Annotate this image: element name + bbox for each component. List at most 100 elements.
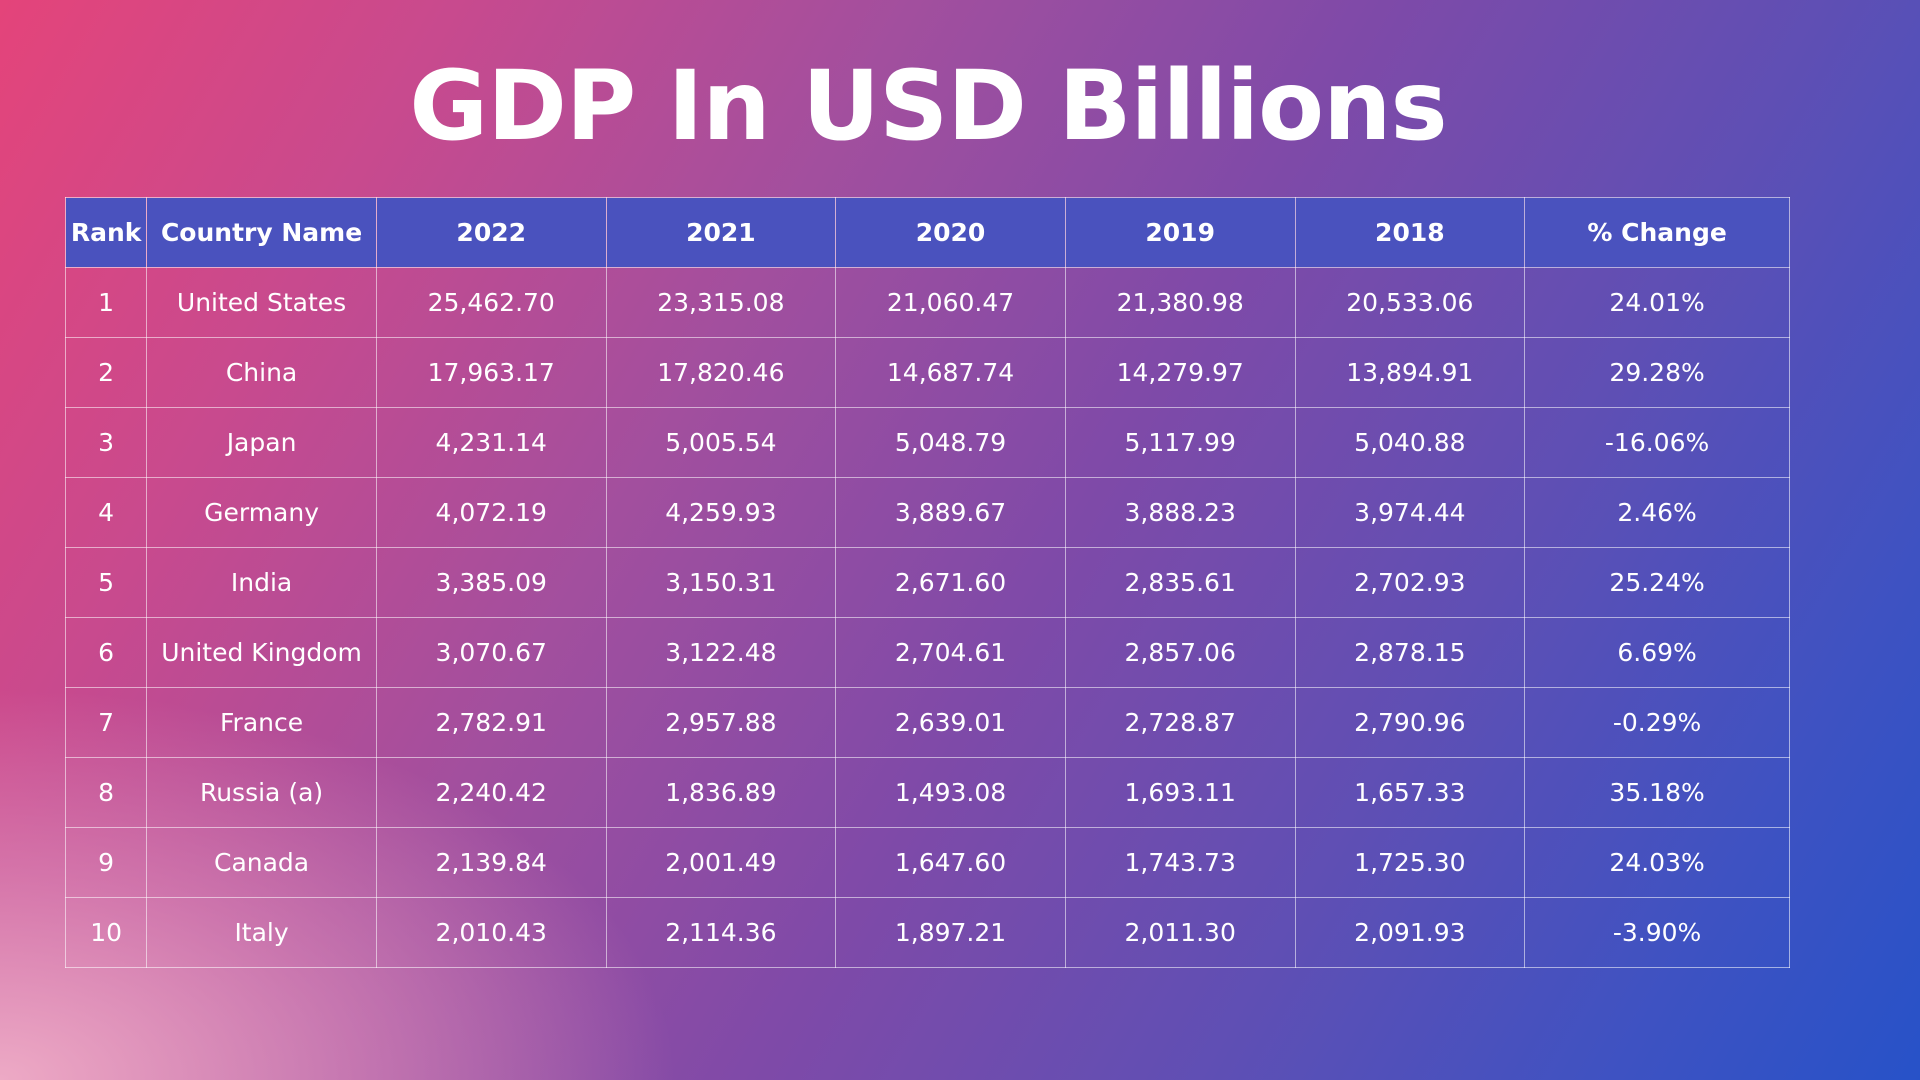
- header-row: Rank Country Name 2022 2021 2020 2019 2018% Ch…: [64, 197, 1790, 268]
- cell-year-2018: 20,533.06: [1294, 267, 1526, 338]
- cell-year-2021: 2,957.88: [605, 687, 837, 758]
- cell-year-2021: 5,005.54: [605, 407, 837, 478]
- cell-country-name: India: [146, 547, 377, 618]
- cell-country-name: United States: [146, 267, 377, 338]
- cell-year-2019: 3,888.23: [1064, 477, 1296, 548]
- table-row: 9 Canada 2,139.84 2,001.49 1,647.60 1,743.73 1…: [64, 827, 1790, 898]
- cell-percent-change: 24.03%: [1524, 827, 1790, 898]
- cell-year-2022: 17,963.17: [375, 337, 607, 408]
- cell-year-2022: 3,385.09: [375, 547, 607, 618]
- table-row: 6 United Kingdom 3,070.67 3,122.48 2,704.61 2…: [64, 617, 1790, 688]
- cell-year-2022: 25,462.70: [375, 267, 607, 338]
- cell-rank: 9: [64, 827, 148, 898]
- cell-year-2021: 3,122.48: [605, 617, 837, 688]
- column-header-year-2018: 2018: [1294, 197, 1526, 268]
- cell-year-2021: 17,820.46: [605, 337, 837, 408]
- cell-year-2021: 23,315.08: [605, 267, 837, 338]
- cell-rank: 2: [64, 337, 148, 408]
- cell-rank: 1: [64, 267, 148, 338]
- table-row: 7 France 2,782.91 2,957.88 2,639.01 2,728.87 2…: [64, 687, 1790, 758]
- cell-percent-change: 29.28%: [1524, 337, 1790, 408]
- cell-percent-change: -0.29%: [1524, 687, 1790, 758]
- cell-year-2020: 21,060.47: [835, 267, 1066, 338]
- cell-year-2020: 2,671.60: [835, 547, 1066, 618]
- cell-country-name: Germany: [146, 477, 377, 548]
- cell-percent-change: 24.01%: [1524, 267, 1790, 338]
- cell-year-2021: 2,001.49: [605, 827, 837, 898]
- cell-country-name: Italy: [146, 897, 377, 968]
- cell-country-name: Japan: [146, 407, 377, 478]
- cell-year-2022: 4,231.14: [375, 407, 607, 478]
- cell-year-2022: 2,240.42: [375, 757, 607, 828]
- cell-year-2018: 13,894.91: [1294, 337, 1526, 408]
- cell-year-2019: 1,693.11: [1064, 757, 1296, 828]
- cell-percent-change: 2.46%: [1524, 477, 1790, 548]
- cell-year-2019: 2,728.87: [1064, 687, 1296, 758]
- cell-rank: 6: [64, 617, 148, 688]
- cell-year-2018: 2,702.93: [1294, 547, 1526, 618]
- cell-year-2021: 3,150.31: [605, 547, 837, 618]
- chart-title: GDP In USD Billions: [409, 50, 1447, 162]
- cell-year-2020: 14,687.74: [835, 337, 1066, 408]
- cell-country-name: United Kingdom: [146, 617, 377, 688]
- table-row: 1 United States 25,462.70 23,315.08 21,060.4…: [64, 267, 1790, 338]
- cell-year-2018: 5,040.88: [1294, 407, 1526, 478]
- cell-country-name: France: [146, 687, 377, 758]
- cell-year-2019: 14,279.97: [1064, 337, 1296, 408]
- cell-year-2020: 1,493.08: [835, 757, 1066, 828]
- cell-year-2022: 2,010.43: [375, 897, 607, 968]
- cell-year-2021: 1,836.89: [605, 757, 837, 828]
- cell-rank: 4: [64, 477, 148, 548]
- cell-year-2018: 1,725.30: [1294, 827, 1526, 898]
- cell-year-2020: 3,889.67: [835, 477, 1066, 548]
- table-row: 3 Japan 4,231.14 5,005.54 5,048.79 5,117.99 5,…: [64, 407, 1790, 478]
- cell-year-2020: 2,639.01: [835, 687, 1066, 758]
- cell-year-2022: 2,139.84: [375, 827, 607, 898]
- cell-percent-change: 6.69%: [1524, 617, 1790, 688]
- cell-year-2018: 3,974.44: [1294, 477, 1526, 548]
- cell-year-2019: 1,743.73: [1064, 827, 1296, 898]
- cell-year-2022: 3,070.67: [375, 617, 607, 688]
- cell-country-name: Canada: [146, 827, 377, 898]
- cell-percent-change: 25.24%: [1524, 547, 1790, 618]
- cell-rank: 10: [64, 897, 148, 968]
- column-header-year-2019: 2019: [1064, 197, 1296, 268]
- cell-year-2019: 2,857.06: [1064, 617, 1296, 688]
- cell-year-2019: 2,835.61: [1064, 547, 1296, 618]
- column-header-country-name: Country Name: [146, 197, 377, 268]
- cell-percent-change: -16.06%: [1524, 407, 1790, 478]
- cell-percent-change: -3.90%: [1524, 897, 1790, 968]
- cell-year-2018: 2,091.93: [1294, 897, 1526, 968]
- gdp-table: Rank Country Name 2022 2021 2020 2019 2018% Ch…: [64, 197, 1790, 968]
- cell-year-2020: 1,647.60: [835, 827, 1066, 898]
- column-header-year-2020: 2020: [835, 197, 1066, 268]
- column-header-rank: Rank: [64, 197, 148, 268]
- table-body: 1 United States 25,462.70 23,315.08 21,060.4…: [64, 267, 1790, 968]
- cell-rank: 3: [64, 407, 148, 478]
- table-row: 4 Germany 4,072.19 4,259.93 3,889.67 3,888.23…: [64, 477, 1790, 548]
- cell-rank: 7: [64, 687, 148, 758]
- cell-year-2019: 2,011.30: [1064, 897, 1296, 968]
- cell-year-2019: 21,380.98: [1064, 267, 1296, 338]
- table-row: 10 Italy 2,010.43 2,114.36 1,897.21 2,011.30 2…: [64, 897, 1790, 968]
- cell-year-2018: 1,657.33: [1294, 757, 1526, 828]
- column-header-year-2021: 2021: [605, 197, 837, 268]
- table-row: 5 India 3,385.09 3,150.31 2,671.60 2,835.61 2,…: [64, 547, 1790, 618]
- cell-year-2018: 2,878.15: [1294, 617, 1526, 688]
- cell-year-2021: 2,114.36: [605, 897, 837, 968]
- cell-year-2020: 5,048.79: [835, 407, 1066, 478]
- cell-country-name: China: [146, 337, 377, 408]
- cell-country-name: Russia (a): [146, 757, 377, 828]
- cell-year-2021: 4,259.93: [605, 477, 837, 548]
- table-row: 8 Russia (a) 2,240.42 1,836.89 1,493.08 1,693…: [64, 757, 1790, 828]
- cell-rank: 8: [64, 757, 148, 828]
- cell-rank: 5: [64, 547, 148, 618]
- table-row: 2 China 17,963.17 17,820.46 14,687.74 14,279.…: [64, 337, 1790, 408]
- cell-year-2019: 5,117.99: [1064, 407, 1296, 478]
- table-header: Rank Country Name 2022 2021 2020 2019 2018% Ch…: [64, 197, 1790, 268]
- cell-year-2022: 2,782.91: [375, 687, 607, 758]
- column-header-percent-change: % Change: [1524, 197, 1790, 268]
- cell-percent-change: 35.18%: [1524, 757, 1790, 828]
- column-header-year-2022: 2022: [375, 197, 607, 268]
- cell-year-2022: 4,072.19: [375, 477, 607, 548]
